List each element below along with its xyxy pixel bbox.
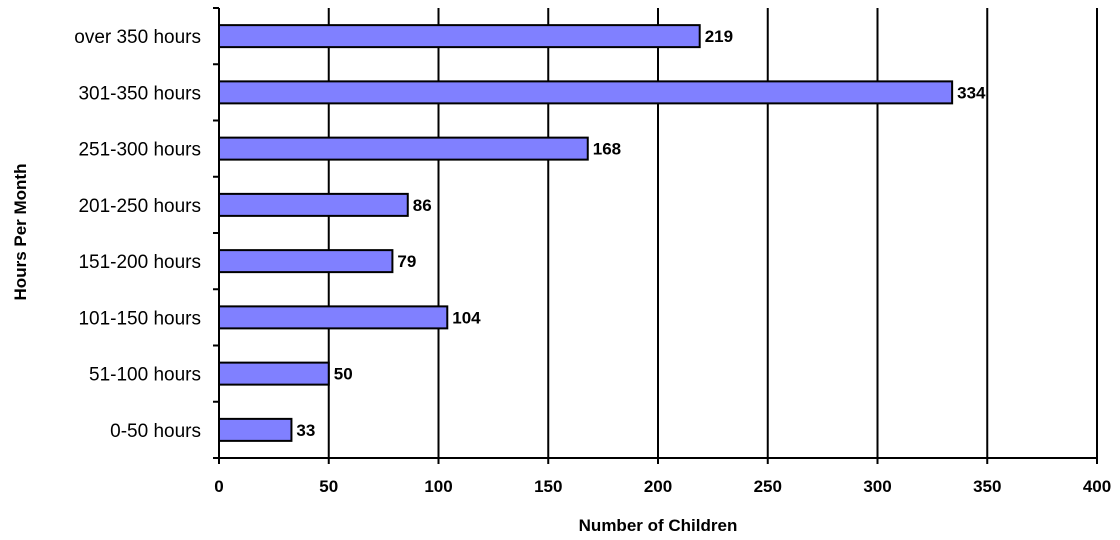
category-label: 151-200 hours: [78, 252, 201, 273]
x-tick-label: 0: [214, 477, 223, 496]
data-label: 104: [452, 308, 481, 327]
bar-201-250-hours: [218, 192, 409, 217]
x-tick-label: 250: [754, 477, 782, 496]
x-tick-label: 150: [534, 477, 562, 496]
bar-0-50-hours: [218, 417, 293, 442]
bar-151-200-hours: [218, 249, 394, 274]
data-label: 219: [705, 27, 733, 46]
x-tick-label: 350: [973, 477, 1001, 496]
bar-301-350-hours: [218, 80, 954, 105]
data-label: 79: [397, 252, 416, 271]
y-axis-title: Hours Per Month: [11, 164, 30, 301]
bars: [218, 24, 954, 442]
category-label: 51-100 hours: [89, 365, 201, 386]
category-label: 101-150 hours: [78, 308, 201, 329]
data-label: 50: [334, 365, 353, 384]
x-axis-title: Number of Children: [579, 516, 738, 535]
bar-251-300-hours: [218, 136, 589, 161]
axes: [213, 7, 1098, 464]
x-tick-label: 50: [319, 477, 338, 496]
x-tick-label: 400: [1083, 477, 1111, 496]
x-tick-label: 200: [644, 477, 672, 496]
bar-over-350-hours: [218, 24, 701, 49]
category-label: 0-50 hours: [110, 421, 201, 442]
bar-51-100-hours: [218, 361, 330, 386]
category-label: over 350 hours: [74, 27, 201, 48]
gridlines: [327, 8, 1098, 458]
x-tick-label: 300: [863, 477, 891, 496]
labels: 33 0-50 hours 50 51-100 hours 104 101-150 hou…: [74, 27, 1111, 496]
bar-101-150-hours: [218, 305, 449, 330]
x-tick-label: 100: [424, 477, 452, 496]
data-label: 334: [957, 83, 986, 102]
data-label: 168: [593, 140, 621, 159]
data-label: 33: [296, 421, 315, 440]
category-label: 301-350 hours: [78, 83, 201, 104]
data-label: 86: [413, 196, 432, 215]
category-label: 201-250 hours: [78, 196, 201, 217]
category-label: 251-300 hours: [78, 140, 201, 161]
